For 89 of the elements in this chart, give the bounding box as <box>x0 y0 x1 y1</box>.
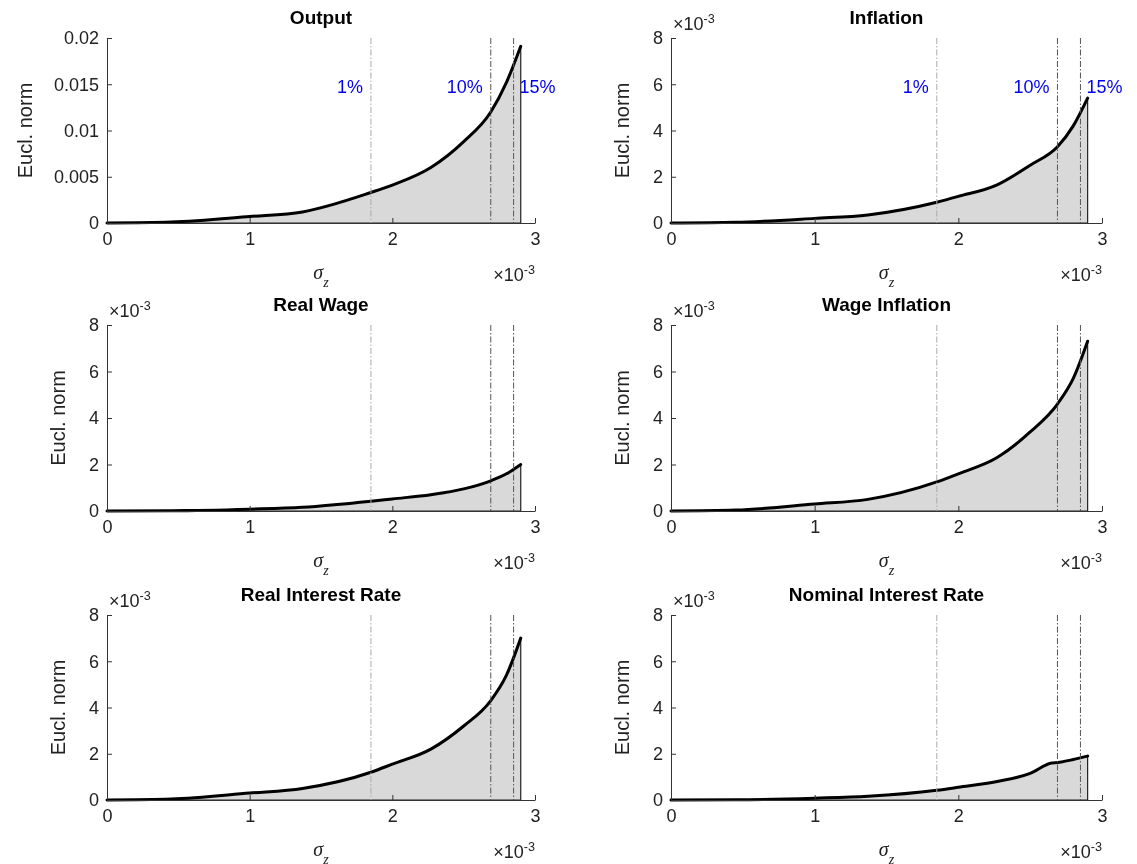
x-axis-title: σ$_{z}$ <box>313 261 330 290</box>
chart-title: Inflation <box>849 7 924 28</box>
y-tick-label: 0.02 <box>63 28 99 49</box>
x-tick-label: 0 <box>102 805 113 826</box>
y-tick-label: 0 <box>652 501 663 522</box>
x-tick-label: 0 <box>666 228 677 249</box>
x-tick-label: 0 <box>666 516 677 537</box>
text: ×10$^{-3}$ <box>109 589 151 611</box>
y-tick-label: 6 <box>88 361 99 382</box>
y-axis-title: Eucl. norm <box>611 82 633 179</box>
chart-title: Output <box>289 7 353 28</box>
x-tick-label: 1 <box>245 228 256 249</box>
x-tick-label: 0 <box>102 228 113 249</box>
text: ×10$^{-3}$ <box>673 299 715 321</box>
annotation: 1% <box>336 77 363 97</box>
y-tick-label: 4 <box>652 120 663 141</box>
x-tick-label: 0 <box>666 805 677 826</box>
x-tick-label: 2 <box>953 805 964 826</box>
text: ×10$^{-3}$ <box>493 840 535 862</box>
x-tick-label: 3 <box>1097 228 1108 249</box>
x-tick-label: 1 <box>810 805 821 826</box>
text: ×10$^{-3}$ <box>493 263 535 285</box>
text: ×10$^{-3}$ <box>1060 840 1102 862</box>
annotation: 15% <box>1086 77 1123 97</box>
x-tick-label: 1 <box>245 516 256 537</box>
x-tick-label: 2 <box>387 228 398 249</box>
annotation: 1% <box>902 77 929 97</box>
x-tick-label: 1 <box>810 516 821 537</box>
chart-title: Nominal Interest Rate <box>788 584 985 605</box>
y-tick-label: 0 <box>88 213 99 234</box>
y-tick-label: 6 <box>652 74 663 95</box>
x-tick-label: 3 <box>530 516 541 537</box>
y-tick-label: 6 <box>652 651 663 672</box>
x-tick-label: 1 <box>810 228 821 249</box>
y-axis-title: Eucl. norm <box>14 82 36 179</box>
chart-title: Wage Inflation <box>821 294 952 315</box>
y-tick-label: 2 <box>652 167 663 188</box>
x-axis-title: σ$_{z}$ <box>878 838 895 864</box>
y-tick-label: 8 <box>652 28 663 49</box>
text: ×10$^{-3}$ <box>109 299 151 321</box>
y-tick-label: 2 <box>652 744 663 765</box>
x-axis-title: σ$_{z}$ <box>313 549 330 578</box>
x-tick-label: 2 <box>387 516 398 537</box>
y-axis-title: Eucl. norm <box>47 370 69 466</box>
x-axis-title: σ$_{z}$ <box>878 549 895 578</box>
y-tick-label: 4 <box>652 697 663 718</box>
chart-title: Real Interest Rate <box>240 584 402 605</box>
y-tick-label: 8 <box>652 315 663 336</box>
x-tick-label: 3 <box>530 228 541 249</box>
x-tick-label: 3 <box>530 805 541 826</box>
annotation: 15% <box>519 77 556 97</box>
y-tick-label: 8 <box>88 315 99 336</box>
annotation: 10% <box>1013 77 1050 97</box>
y-tick-label: 4 <box>88 408 99 429</box>
x-axis-title: σ$_{z}$ <box>878 261 895 290</box>
text: ×10$^{-3}$ <box>1060 263 1102 285</box>
y-tick-label: 0 <box>652 213 663 234</box>
y-tick-label: 2 <box>88 454 99 475</box>
y-axis-title: Eucl. norm <box>611 659 633 756</box>
y-tick-label: 4 <box>652 408 663 429</box>
y-axis-title: Eucl. norm <box>611 370 633 466</box>
y-tick-label: 0 <box>88 790 99 811</box>
y-tick-label: 0.005 <box>53 167 99 188</box>
y-tick-label: 2 <box>652 454 663 475</box>
x-tick-label: 2 <box>953 516 964 537</box>
text: ×10$^{-3}$ <box>1060 551 1102 573</box>
x-tick-label: 2 <box>387 805 398 826</box>
y-tick-label: 8 <box>88 605 99 626</box>
y-tick-label: 8 <box>652 605 663 626</box>
x-axis-title: σ$_{z}$ <box>313 838 330 864</box>
x-tick-label: 1 <box>245 805 256 826</box>
x-tick-label: 2 <box>953 228 964 249</box>
y-axis-title: Eucl. norm <box>47 659 69 756</box>
x-tick-label: 3 <box>1097 805 1108 826</box>
y-tick-label: 0 <box>652 790 663 811</box>
y-tick-label: 6 <box>652 361 663 382</box>
text: ×10$^{-3}$ <box>493 551 535 573</box>
x-tick-label: 0 <box>102 516 113 537</box>
y-tick-label: 0.015 <box>53 74 99 95</box>
y-tick-label: 2 <box>88 744 99 765</box>
x-tick-label: 3 <box>1097 516 1108 537</box>
y-tick-label: 4 <box>88 697 99 718</box>
y-tick-label: 6 <box>88 651 99 672</box>
text: ×10$^{-3}$ <box>673 589 715 611</box>
chart-title: Real Wage <box>273 294 369 315</box>
y-tick-label: 0 <box>88 501 99 522</box>
y-tick-label: 0.01 <box>63 120 99 141</box>
text: ×10$^{-3}$ <box>673 12 715 34</box>
annotation: 10% <box>446 77 483 97</box>
